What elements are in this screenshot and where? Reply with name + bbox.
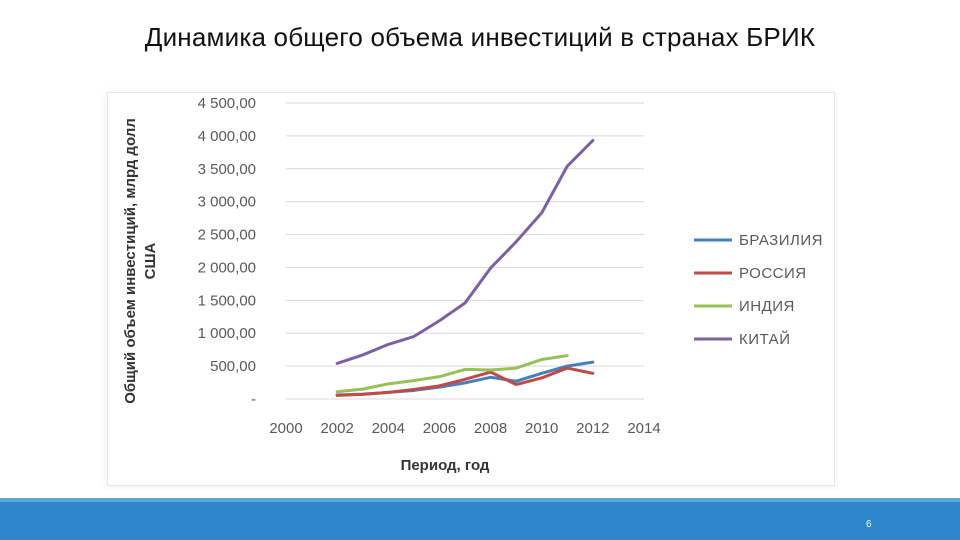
y-tick-label: 2 000,00 xyxy=(198,259,256,276)
y-tick-label: 3 500,00 xyxy=(198,161,256,178)
y-axis-title-line: США xyxy=(142,242,159,279)
series-lines xyxy=(335,138,595,397)
y-tick-label: 500,00 xyxy=(210,358,256,375)
legend-label: ИНДИЯ xyxy=(739,298,795,315)
chart-container: - 500,00 1 000,00 1 500,00 2 000,00 2 500,00 3… xyxy=(108,93,834,485)
line-chart: - 500,00 1 000,00 1 500,00 2 000,00 2 500,00 3… xyxy=(122,95,823,474)
y-tick-label: 4 500,00 xyxy=(198,95,256,112)
y-tick-label: 1 500,00 xyxy=(198,292,256,309)
legend-label: КИТАЙ xyxy=(739,330,790,348)
x-axis-title: Период, год xyxy=(401,457,490,474)
gridlines xyxy=(286,102,644,400)
y-axis-title-line: Общий объем инвестиций, млрд долл xyxy=(122,118,139,404)
slide-title: Динамика общего объема инвестиций в стра… xyxy=(144,22,816,52)
x-tick-label: 2002 xyxy=(320,420,353,437)
y-tick-label: - xyxy=(251,391,256,408)
legend: БРАЗИЛИЯ РОССИЯ ИНДИЯ КИТАЙ xyxy=(694,232,823,348)
y-axis-title: Общий объем инвестиций, млрд долл США xyxy=(122,118,159,404)
y-tick-label: 3 000,00 xyxy=(198,194,256,211)
series-line-КИТАЙ xyxy=(335,138,595,365)
x-tick-label: 2004 xyxy=(372,420,405,437)
y-tick-label: 4 000,00 xyxy=(198,128,256,145)
series-line-ИНДИЯ xyxy=(335,354,569,394)
legend-label: РОССИЯ xyxy=(739,265,807,282)
x-tick-label: 2000 xyxy=(269,420,302,437)
x-tick-label: 2014 xyxy=(627,420,660,437)
y-tick-label: 2 500,00 xyxy=(198,227,256,244)
axes: - 500,00 1 000,00 1 500,00 2 000,00 2 500,00 3… xyxy=(198,95,661,437)
x-tick-label: 2012 xyxy=(576,420,609,437)
series-line-РОССИЯ xyxy=(335,366,595,397)
x-tick-label: 2010 xyxy=(525,420,558,437)
x-tick-label: 2006 xyxy=(423,420,456,437)
y-tick-label: 1 000,00 xyxy=(198,325,256,342)
x-tick-label: 2008 xyxy=(474,420,507,437)
legend-label: БРАЗИЛИЯ xyxy=(739,232,823,249)
footer-accent-line xyxy=(0,498,960,502)
footer-bar xyxy=(0,498,960,540)
page-number: 6 xyxy=(866,519,872,530)
